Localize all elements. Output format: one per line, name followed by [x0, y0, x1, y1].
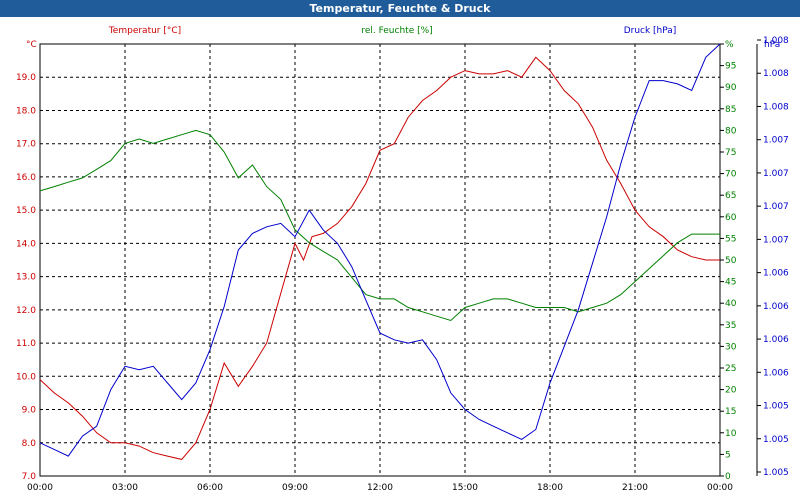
middle-axis-tick-label: 55 — [725, 234, 736, 244]
x-axis-time-label: 18:00 — [537, 483, 563, 493]
middle-axis-tick-label: 10 — [725, 429, 737, 439]
middle-axis: 0 5 10 15 20 25 30 35 40 45 50 55 60 65 70 75 80 85 90 95% — [719, 40, 737, 482]
left-axis-tick-label: 15.0 — [16, 206, 36, 216]
middle-axis-tick-label: 20 — [725, 386, 737, 396]
legend: Temperatur [°C] rel. Feuchte [%] Druck [hP… — [108, 26, 676, 36]
middle-axis-tick-label: 35 — [725, 321, 736, 331]
x-axis-time-label: 06:00 — [197, 483, 223, 493]
right-axis-tick-label: 1.008 — [763, 102, 789, 112]
right-axis-tick-label: 1.007 — [763, 136, 789, 146]
middle-axis-tick-label: 70 — [725, 170, 737, 180]
left-axis-tick-label: 11.0 — [16, 339, 36, 349]
x-axis-time-label: 03:00 — [112, 483, 138, 493]
right-axis-tick-label: 1.006 — [763, 368, 789, 378]
middle-axis-tick-label: % — [725, 40, 734, 50]
series-line — [39, 43, 721, 457]
legend-item: rel. Feuchte [%] — [361, 26, 432, 36]
middle-axis-tick-label: 95 — [725, 62, 736, 72]
left-axis-tick-label: 14.0 — [16, 239, 36, 249]
x-axis-time-label: 12:00 — [367, 483, 393, 493]
x-axis-time-label: 21:00 — [622, 483, 648, 493]
x-axis-time-label: 15:00 — [452, 483, 478, 493]
middle-axis-tick-label: 65 — [725, 191, 736, 201]
middle-axis-tick-label: 40 — [725, 299, 737, 309]
series-line — [39, 56, 720, 460]
legend-item: Druck [hPa] — [624, 26, 677, 36]
right-axis-tick-label: 1.005 — [763, 435, 789, 445]
chart-title: Temperatur, Feuchte & Druck — [0, 0, 800, 17]
right-axis: hPa 1.005 1.005 1.005 1.006 1.006 1.006 1.006 1.… — [756, 36, 789, 478]
x-axis-time-label: 00:00 — [27, 483, 53, 493]
middle-axis-tick-label: 15 — [725, 407, 736, 417]
left-axis-unit: °C — [26, 40, 37, 50]
chart: 7.0 8.0 9.0 10.0 11.0 12.0 13.0 14.0 15.0 16.0 17.… — [16, 26, 789, 493]
middle-axis-tick-label: 45 — [725, 278, 736, 288]
left-axis-tick-label: 17.0 — [16, 140, 36, 150]
middle-axis-tick-label: 0 — [725, 472, 731, 482]
middle-axis-tick-label: 25 — [725, 364, 736, 374]
right-axis-tick-label: 1.006 — [763, 335, 789, 345]
x-axis-time-label: 00:00 — [707, 483, 733, 493]
left-axis-tick-label: 16.0 — [16, 173, 36, 183]
middle-axis-tick-label: 60 — [725, 213, 737, 223]
series-lines — [39, 43, 721, 460]
left-axis-tick-label: 7.0 — [22, 472, 37, 482]
grid — [40, 44, 720, 476]
middle-axis-tick-label: 75 — [725, 148, 736, 158]
right-axis-unit: hPa — [764, 40, 780, 50]
series-line — [39, 129, 720, 322]
left-axis-tick-label: 13.0 — [16, 273, 36, 283]
left-axis-tick-label: 12.0 — [16, 306, 36, 316]
legend-item: Temperatur [°C] — [108, 26, 181, 36]
middle-axis-tick-label: 90 — [725, 83, 737, 93]
middle-axis-tick-label: 85 — [725, 105, 736, 115]
middle-axis-tick-label: 5 — [725, 450, 731, 460]
x-axis-time-label: 09:00 — [282, 483, 308, 493]
right-axis-tick-label: 1.008 — [763, 69, 789, 79]
right-axis-tick-label: 1.007 — [763, 235, 789, 245]
right-axis-tick-label: 1.007 — [763, 169, 789, 179]
x-axis: 00:0004.05.1803:0004.05.1806:0004.05.180… — [27, 483, 733, 493]
right-axis-tick-label: 1.008 — [763, 36, 789, 46]
right-axis-tick-label: 1.006 — [763, 302, 789, 312]
left-axis-tick-label: 9.0 — [22, 406, 37, 416]
middle-axis-tick-label: 30 — [725, 342, 737, 352]
right-axis-tick-label: 1.006 — [763, 269, 789, 279]
right-axis-tick-label: 1.005 — [763, 402, 789, 412]
left-axis-tick-label: 19.0 — [16, 73, 36, 83]
left-axis: 7.0 8.0 9.0 10.0 11.0 12.0 13.0 14.0 15.0 16.0 17.… — [16, 40, 37, 482]
middle-axis-tick-label: 80 — [725, 126, 737, 136]
left-axis-tick-label: 10.0 — [16, 372, 36, 382]
middle-axis-tick-label: 50 — [725, 256, 737, 266]
right-axis-tick-label: 1.005 — [763, 468, 789, 478]
left-axis-tick-label: 18.0 — [16, 106, 36, 116]
left-axis-tick-label: 8.0 — [22, 439, 37, 449]
right-axis-tick-label: 1.007 — [763, 202, 789, 212]
